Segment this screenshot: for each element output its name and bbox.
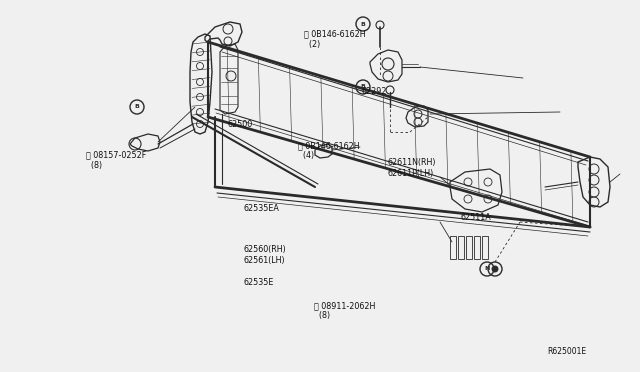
Text: Ⓑ 08157-0252F
  (8): Ⓑ 08157-0252F (8) bbox=[86, 150, 147, 170]
Text: R625001E: R625001E bbox=[547, 347, 586, 356]
Text: B: B bbox=[134, 105, 140, 109]
Text: Ⓝ 08911-2062H
  (8): Ⓝ 08911-2062H (8) bbox=[314, 301, 375, 320]
Text: 62511A: 62511A bbox=[461, 213, 492, 222]
Text: 62611N(RH)
62611P(LH): 62611N(RH) 62611P(LH) bbox=[387, 158, 436, 178]
Text: B: B bbox=[360, 84, 365, 90]
Text: 62535EA: 62535EA bbox=[243, 204, 279, 213]
Text: N: N bbox=[484, 266, 490, 272]
Text: 62500: 62500 bbox=[227, 120, 252, 129]
Circle shape bbox=[492, 266, 498, 272]
Text: 62535E: 62535E bbox=[243, 278, 273, 287]
Text: 62560(RH)
62561(LH): 62560(RH) 62561(LH) bbox=[243, 245, 286, 264]
Text: B: B bbox=[360, 22, 365, 26]
Text: Ⓑ 0B146-6162H
  (4): Ⓑ 0B146-6162H (4) bbox=[298, 141, 359, 160]
Text: 62292: 62292 bbox=[362, 87, 387, 96]
Text: Ⓑ 0B146-6162H
  (2): Ⓑ 0B146-6162H (2) bbox=[304, 29, 365, 49]
